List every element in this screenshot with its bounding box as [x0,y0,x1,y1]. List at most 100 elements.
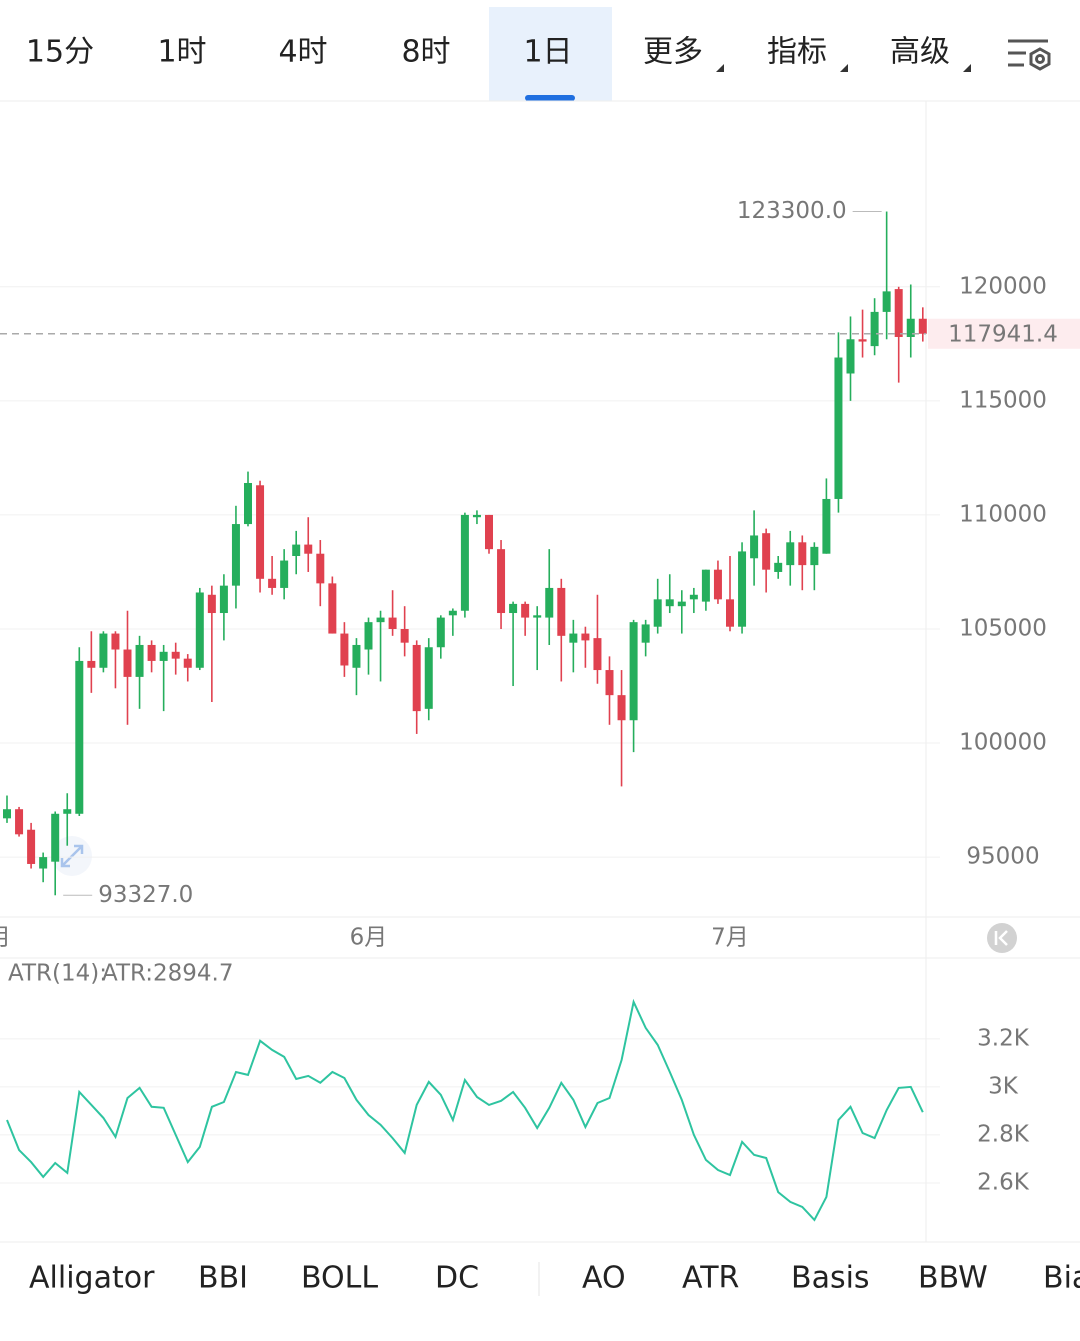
candle-body [581,633,590,641]
indicator-tab[interactable]: Basis [791,1261,870,1296]
scroll-latest-button[interactable] [987,923,1017,953]
active-tab-bg [489,7,612,101]
candle-body [3,809,11,819]
candle-body [858,339,867,342]
indicator-tab[interactable]: DC [435,1261,479,1296]
candle-body [135,644,144,677]
candle-body [738,551,747,627]
indicator-tab[interactable]: BBI [198,1261,248,1296]
candle-body [316,553,325,584]
candle-body [834,357,843,499]
dropdown-triangle [840,64,848,72]
candle-body [521,603,530,618]
candle-body [280,560,289,588]
indicator-tab[interactable]: Alligator [29,1261,155,1296]
indicator-title: ATR(14): [8,961,107,987]
indicator-tab[interactable]: Bia [1043,1261,1080,1296]
expand-icon[interactable] [52,836,92,876]
y-tick-label: 95000 [966,844,1039,870]
candle-body [123,649,132,677]
dropdown-triangle [963,64,971,72]
candle-body [304,544,313,554]
timeframe-tab[interactable]: 1日 [523,35,572,70]
candle-body [75,660,84,814]
candle-body [244,482,252,525]
candle-body [195,592,204,668]
x-tick-label: 7月 [711,925,749,951]
candle-body [726,599,734,627]
candle-body [774,562,783,572]
y-tick-label: 105000 [959,615,1047,641]
candle-body [39,857,48,869]
candle-body [460,514,469,611]
candle-body [918,318,927,334]
y-tick-label: 2.8K [977,1121,1030,1147]
candle-body [352,644,361,668]
candle-body [340,633,349,666]
indicator-tab[interactable]: BOLL [301,1261,378,1296]
annotation-label: 123300.0 [737,198,847,224]
candle-body [231,524,240,586]
y-tick-label: 115000 [959,387,1047,413]
y-tick-label: 3.2K [977,1025,1030,1051]
candle-body [15,809,24,835]
indicator-tab[interactable]: AO [582,1261,626,1296]
candle-body [147,644,156,661]
timeframe-tab[interactable]: 1时 [157,35,206,70]
candle-body [533,615,542,618]
candle-body [412,644,421,712]
candle-body [376,617,385,623]
candle-body [810,546,819,566]
candle-body [906,318,915,337]
indicator-tab[interactable]: ATR [682,1261,739,1296]
timeframe-tab[interactable]: 指标 [767,35,827,70]
timeframe-tab[interactable]: 8时 [401,35,450,70]
indicator-value: ATR:2894.7 [102,961,234,987]
candle-body [436,617,445,648]
candle-body [497,549,506,614]
active-tab-indicator [525,95,575,101]
last-price-label: 117941.4 [948,321,1058,347]
candle-body [894,289,903,337]
candle-body [328,583,337,634]
candle-body [364,622,373,650]
candle-body [870,311,879,347]
timeframe-tab[interactable]: 更多 [643,35,703,70]
x-tick-label: 月 [0,925,11,951]
y-tick-label: 120000 [959,273,1047,299]
candle-body [798,542,807,566]
candle-body [653,599,662,627]
timeframe-tab[interactable]: 4时 [278,35,327,70]
candle-body [593,638,602,671]
candle-body [629,622,638,721]
candle-body [569,633,578,643]
candle-body [557,587,566,636]
candle-body [99,633,108,668]
candle-body [665,599,674,607]
candle-body [509,603,518,614]
annotation-label: 93327.0 [98,882,193,908]
y-tick-label: 100000 [959,730,1047,756]
candle-body [171,651,180,659]
timeframe-tab[interactable]: 高级 [890,35,950,70]
candle-body [701,569,710,602]
candle-body [219,585,228,614]
candle-body [207,594,216,614]
y-tick-label: 110000 [959,501,1047,527]
candle-body [111,633,120,650]
indicator-tab[interactable]: BBW [918,1261,988,1296]
candle-body [87,660,96,668]
candle-body [882,291,891,312]
candle-body [388,617,397,629]
y-tick-label: 3K [988,1073,1019,1099]
candle-body [641,624,650,643]
candle-body [762,533,771,570]
candle-body [689,594,698,600]
candle-body [51,813,60,862]
candle-body [750,535,759,559]
candle-body [485,514,493,550]
settings-icon[interactable] [1008,39,1051,71]
timeframe-tab[interactable]: 15分 [26,35,94,70]
dropdown-triangle [716,64,724,72]
